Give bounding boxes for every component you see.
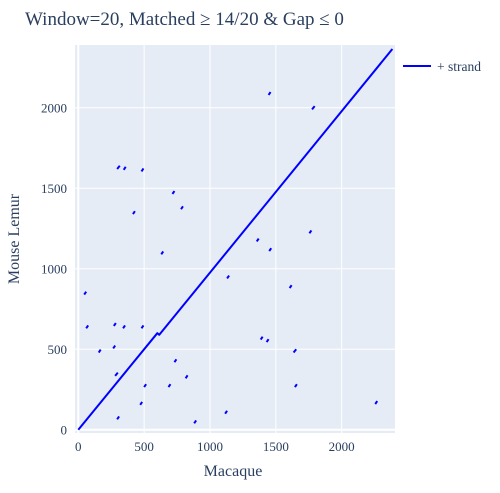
match-segment-22 <box>224 410 228 415</box>
match-segment-33 <box>311 105 316 111</box>
x-tick-label: 0 <box>75 439 82 454</box>
match-segment-29 <box>288 284 293 289</box>
match-segment-12 <box>140 167 145 172</box>
match-segment-17 <box>171 190 176 195</box>
match-segment-18 <box>173 358 178 363</box>
chart-title: Window=20, Matched ≥ 14/20 & Gap ≤ 0 <box>25 9 344 30</box>
y-tick-label: 2000 <box>41 100 67 115</box>
match-segment-7 <box>116 165 121 170</box>
match-segment-28 <box>268 247 273 252</box>
match-segment-19 <box>180 205 184 210</box>
y-tick-label: 1000 <box>41 261 67 276</box>
match-segment-16 <box>167 383 172 388</box>
match-segment-3 <box>112 345 116 350</box>
x-tick-label: 2000 <box>329 439 355 454</box>
match-segment-20 <box>184 374 189 379</box>
match-segment-24 <box>255 237 260 242</box>
match-segment-5 <box>114 371 119 377</box>
x-tick-label: 1000 <box>197 439 223 454</box>
match-segment-9 <box>122 166 127 171</box>
match-segment-8 <box>122 324 126 329</box>
match-segment-11 <box>139 401 143 406</box>
match-segment-26 <box>265 338 270 343</box>
match-segment-34 <box>374 400 379 405</box>
y-axis-ticks: 0 500 1000 1500 2000 <box>41 100 67 437</box>
match-segment-32 <box>308 229 313 234</box>
y-tick-label: 1500 <box>41 181 67 196</box>
match-segment-13 <box>140 324 145 329</box>
x-tick-label: 500 <box>134 439 154 454</box>
match-segment-6 <box>116 415 120 420</box>
plot-data <box>77 48 394 431</box>
match-segment-27 <box>267 91 272 96</box>
legend-label: + strand <box>437 59 481 74</box>
main-diagonal-alignment <box>77 48 394 431</box>
match-segment-21 <box>193 419 197 424</box>
match-segment-4 <box>113 322 117 327</box>
y-tick-label: 500 <box>48 342 68 357</box>
legend[interactable]: + strand <box>403 59 481 74</box>
match-segment-2 <box>97 349 102 354</box>
y-axis-title: Mouse Lemur <box>6 193 23 284</box>
x-axis-title: Macaque <box>204 463 263 480</box>
match-segment-1 <box>85 324 89 329</box>
match-segment-31 <box>294 383 298 388</box>
y-tick-label: 0 <box>61 422 68 437</box>
match-segment-30 <box>292 348 298 354</box>
x-tick-label: 1500 <box>263 439 289 454</box>
match-segment-0 <box>83 291 88 296</box>
match-segment-25 <box>259 336 264 341</box>
gridlines <box>75 45 395 433</box>
match-segment-15 <box>160 250 165 255</box>
x-axis-ticks: 0 500 1000 1500 2000 <box>75 439 355 454</box>
match-segment-14 <box>143 383 147 388</box>
match-segment-10 <box>132 210 136 215</box>
match-segment-23 <box>226 274 230 280</box>
